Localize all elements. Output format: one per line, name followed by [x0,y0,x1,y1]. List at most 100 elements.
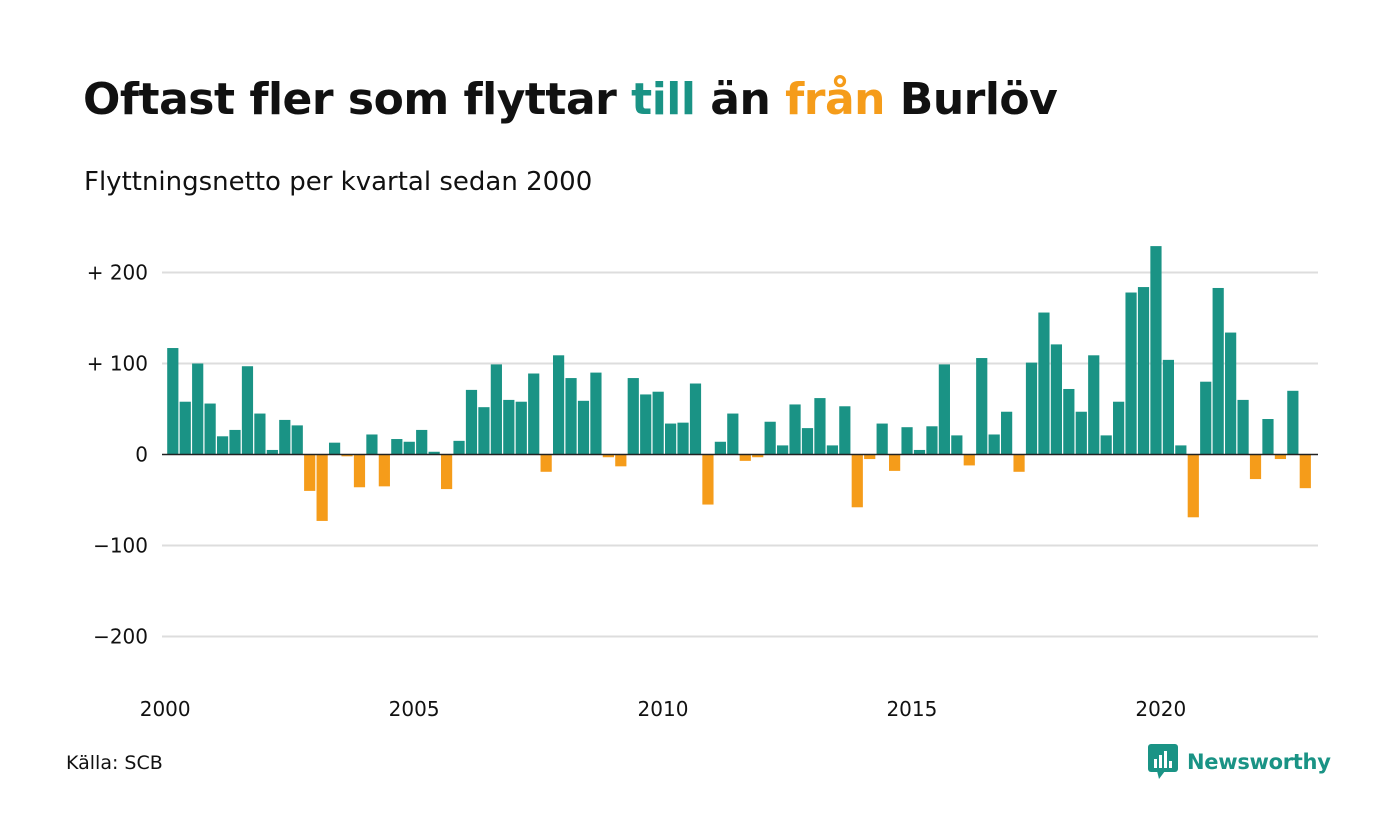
bar [453,440,465,455]
bar [739,454,751,461]
x-tick-label: 2020 [1135,697,1186,721]
bar [926,426,938,455]
bar [528,373,540,455]
bar [652,391,664,455]
bar [304,454,316,491]
bar [391,439,403,455]
bar [1200,381,1212,455]
bar [1063,388,1075,455]
bar [328,442,341,455]
bar [490,364,502,455]
bar [503,399,515,455]
bar [901,427,913,455]
bar [465,389,478,455]
bar [1249,454,1262,480]
x-tick-label: 2000 [140,697,191,721]
bar [565,378,577,455]
bar [366,434,378,455]
bar [1287,390,1299,455]
title-highlight-fran: från [785,74,885,125]
bar [976,358,988,455]
bar [291,425,303,455]
bar [1262,419,1274,455]
bar [1088,355,1100,455]
bar [378,454,390,487]
y-tick-label: 0 [135,443,148,467]
bar [615,454,627,467]
bar [515,401,527,455]
bar [752,454,764,458]
bar [1075,411,1087,455]
bar [727,413,739,455]
bar [627,378,639,455]
bar [590,372,602,455]
bar [440,454,453,490]
y-tick-label: + 200 [87,261,148,285]
bar [316,454,328,521]
bar [1150,246,1162,455]
bar [1125,292,1137,455]
x-tick-label: 2015 [886,697,937,721]
bar [1050,344,1062,455]
bar [403,441,415,455]
title-part-1: Oftast fler som flyttar [83,74,632,125]
bar [254,413,266,455]
bar [1025,362,1038,455]
bar [665,423,677,455]
bar [266,449,278,455]
bar [1274,454,1287,460]
bar [913,449,926,455]
bar [764,421,776,455]
bar [167,348,179,455]
brand-name: Newsworthy [1187,750,1331,774]
bar [428,451,440,455]
bar [179,401,191,455]
bar [677,422,689,455]
bar [204,403,216,455]
bar [876,423,888,455]
bar [789,404,801,455]
title-part-3: än [695,74,786,125]
bar [714,441,726,455]
bar [279,419,291,455]
bar [416,429,428,455]
newsworthy-logo-icon [1148,744,1178,779]
bar [341,454,353,457]
y-tick-label: −100 [93,534,148,558]
bar [216,436,229,455]
bar [1162,359,1174,455]
bar [951,435,963,455]
bar [814,398,826,455]
source-note: Källa: SCB [66,752,163,774]
bar [702,454,714,505]
bar [1013,454,1025,472]
bar [839,406,851,455]
bar [1001,411,1013,455]
bar [988,434,1000,455]
y-tick-label: −200 [93,625,148,649]
bar [353,454,366,488]
bar [1038,312,1050,455]
bar [801,428,814,455]
bar [826,445,838,455]
bar [1137,287,1150,455]
bar [777,445,789,455]
bar [1299,454,1311,489]
bar [938,364,950,455]
bar [241,366,254,455]
bar [864,454,876,460]
bar [851,454,863,508]
bar [1175,445,1187,455]
bar [1187,454,1199,518]
y-tick-label: + 100 [87,352,148,376]
bar [602,454,614,458]
x-tick-label: 2005 [389,697,440,721]
bar [192,363,204,455]
bar [1212,287,1224,455]
bar [689,383,702,455]
title-part-5: Burlöv [884,74,1058,125]
bar [1237,399,1249,455]
bar [577,400,590,455]
bar [963,454,975,466]
